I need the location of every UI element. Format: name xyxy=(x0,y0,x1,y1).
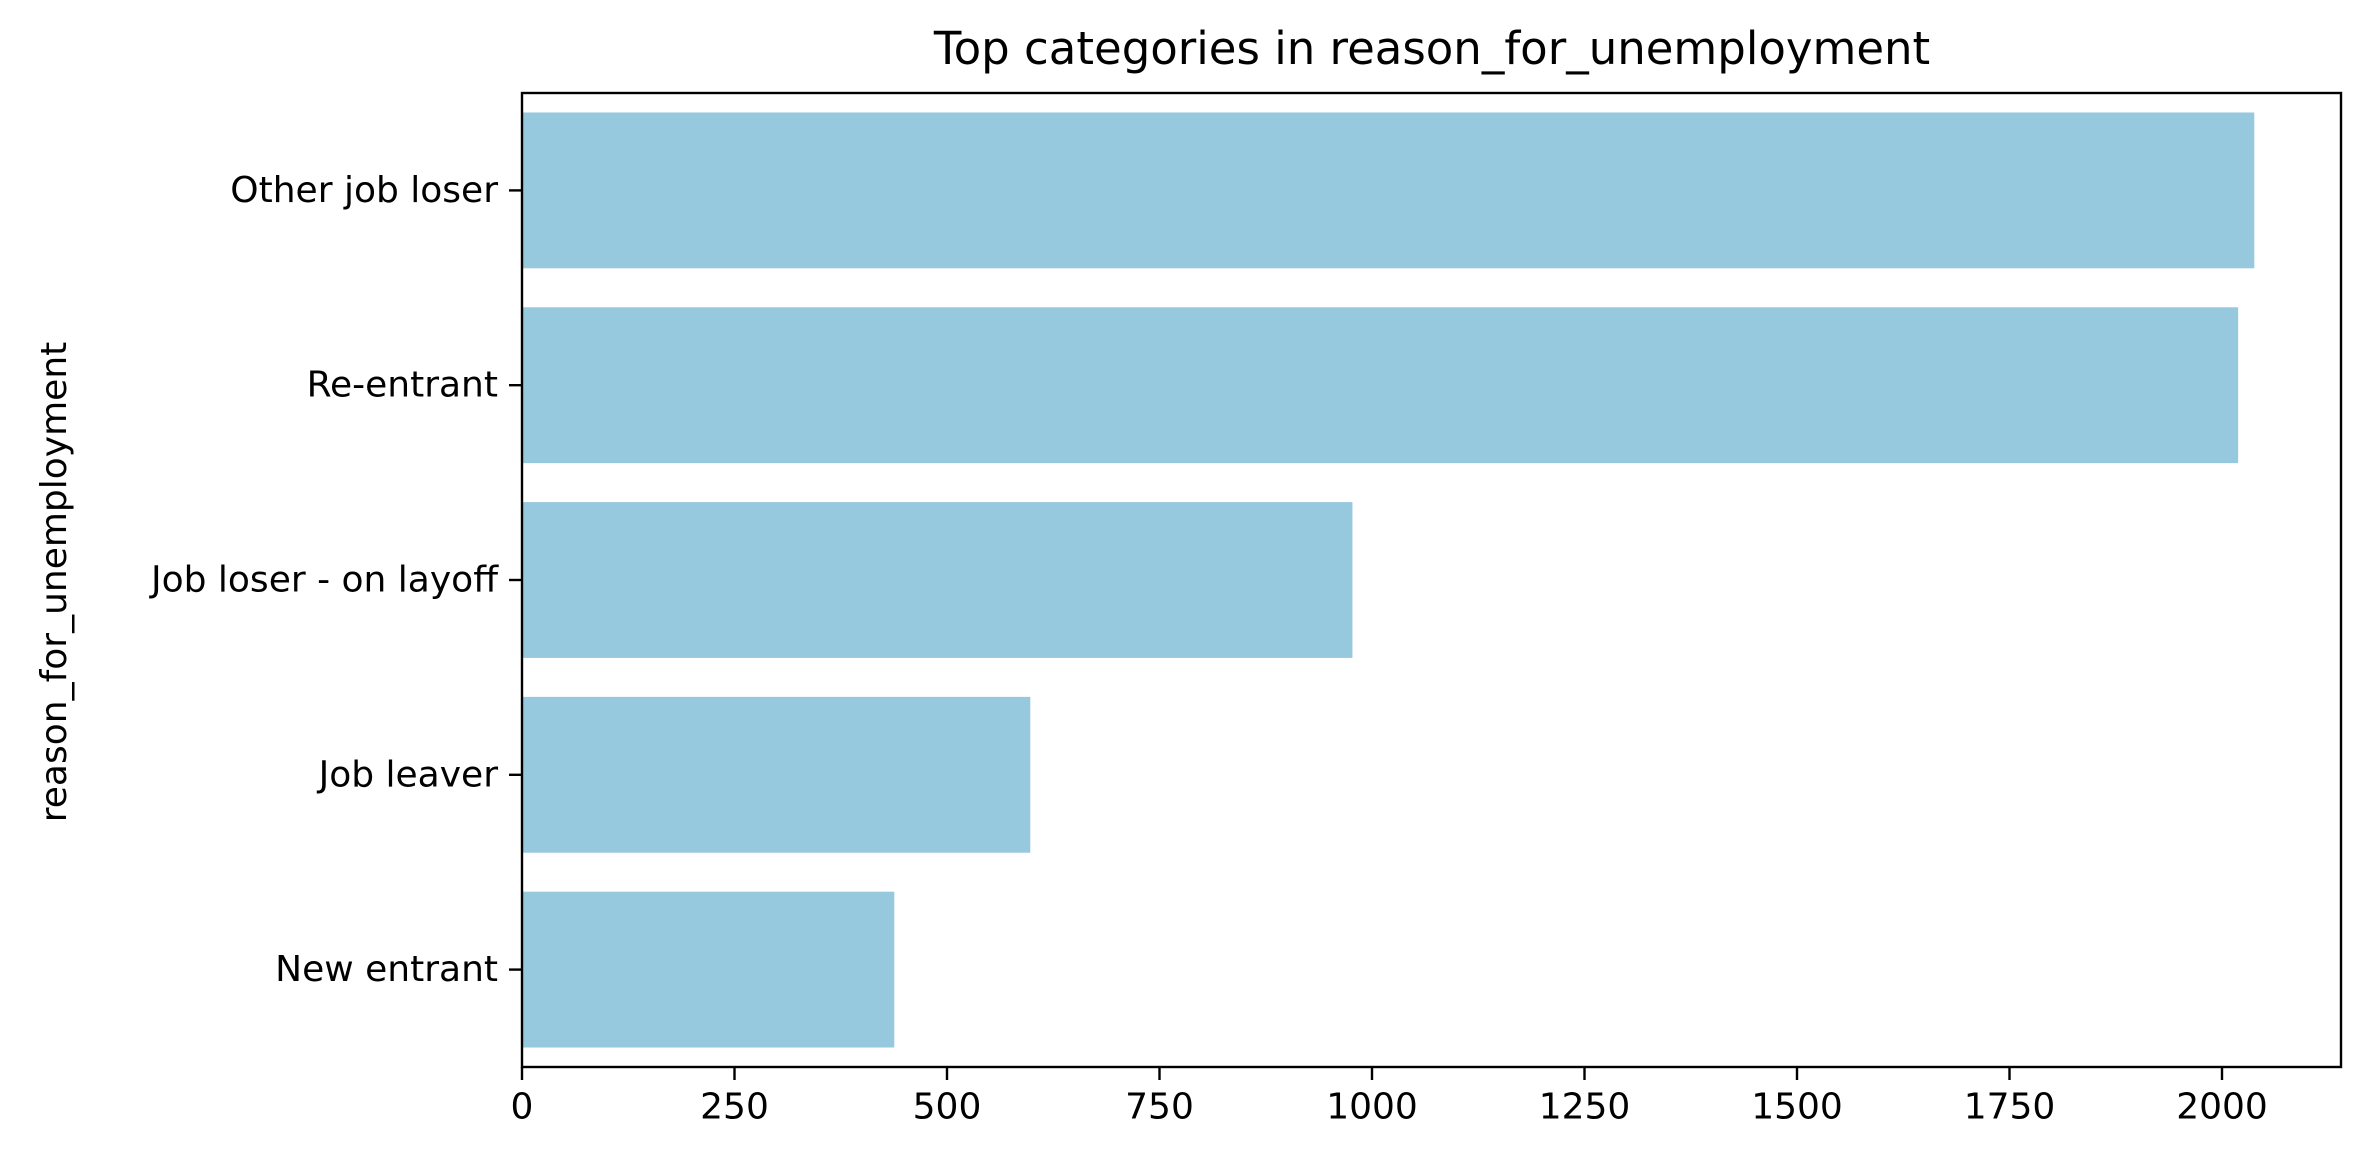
y-axis-label: reason_for_unemployment xyxy=(34,342,75,823)
y-tick-label: Job loser - on layoff xyxy=(149,560,499,601)
y-tick-label: Job leaver xyxy=(317,754,499,795)
y-tick-label: Other job loser xyxy=(230,170,498,211)
bar xyxy=(522,112,2255,269)
x-tick-label: 1000 xyxy=(1326,1087,1418,1128)
bar xyxy=(522,307,2239,464)
plot-frame xyxy=(520,91,2343,1069)
bar xyxy=(522,502,1353,658)
bar xyxy=(522,891,895,1048)
x-tick-label: 1500 xyxy=(1751,1087,1843,1128)
chart-title: Top categories in reason_for_unemploymen… xyxy=(933,22,1930,75)
y-ticks-group: Other job loser Re-entrant Job loser - on … xyxy=(149,170,522,990)
x-ticks-group: 0 250 500 750 1000 1250 1500 1750 2000 xyxy=(511,1067,2268,1128)
y-tick-label: New entrant xyxy=(275,949,498,990)
bar xyxy=(522,696,1031,853)
x-tick-label: 0 xyxy=(511,1087,534,1128)
x-tick-label: 500 xyxy=(913,1087,982,1128)
y-tick-label: Re-entrant xyxy=(307,365,498,406)
x-tick-label: 1250 xyxy=(1539,1087,1631,1128)
x-tick-label: 1750 xyxy=(1964,1087,2056,1128)
x-tick-label: 750 xyxy=(1125,1087,1194,1128)
bars-group xyxy=(522,112,2255,1048)
x-tick-label: 250 xyxy=(700,1087,769,1128)
x-tick-label: 2000 xyxy=(2176,1087,2268,1128)
